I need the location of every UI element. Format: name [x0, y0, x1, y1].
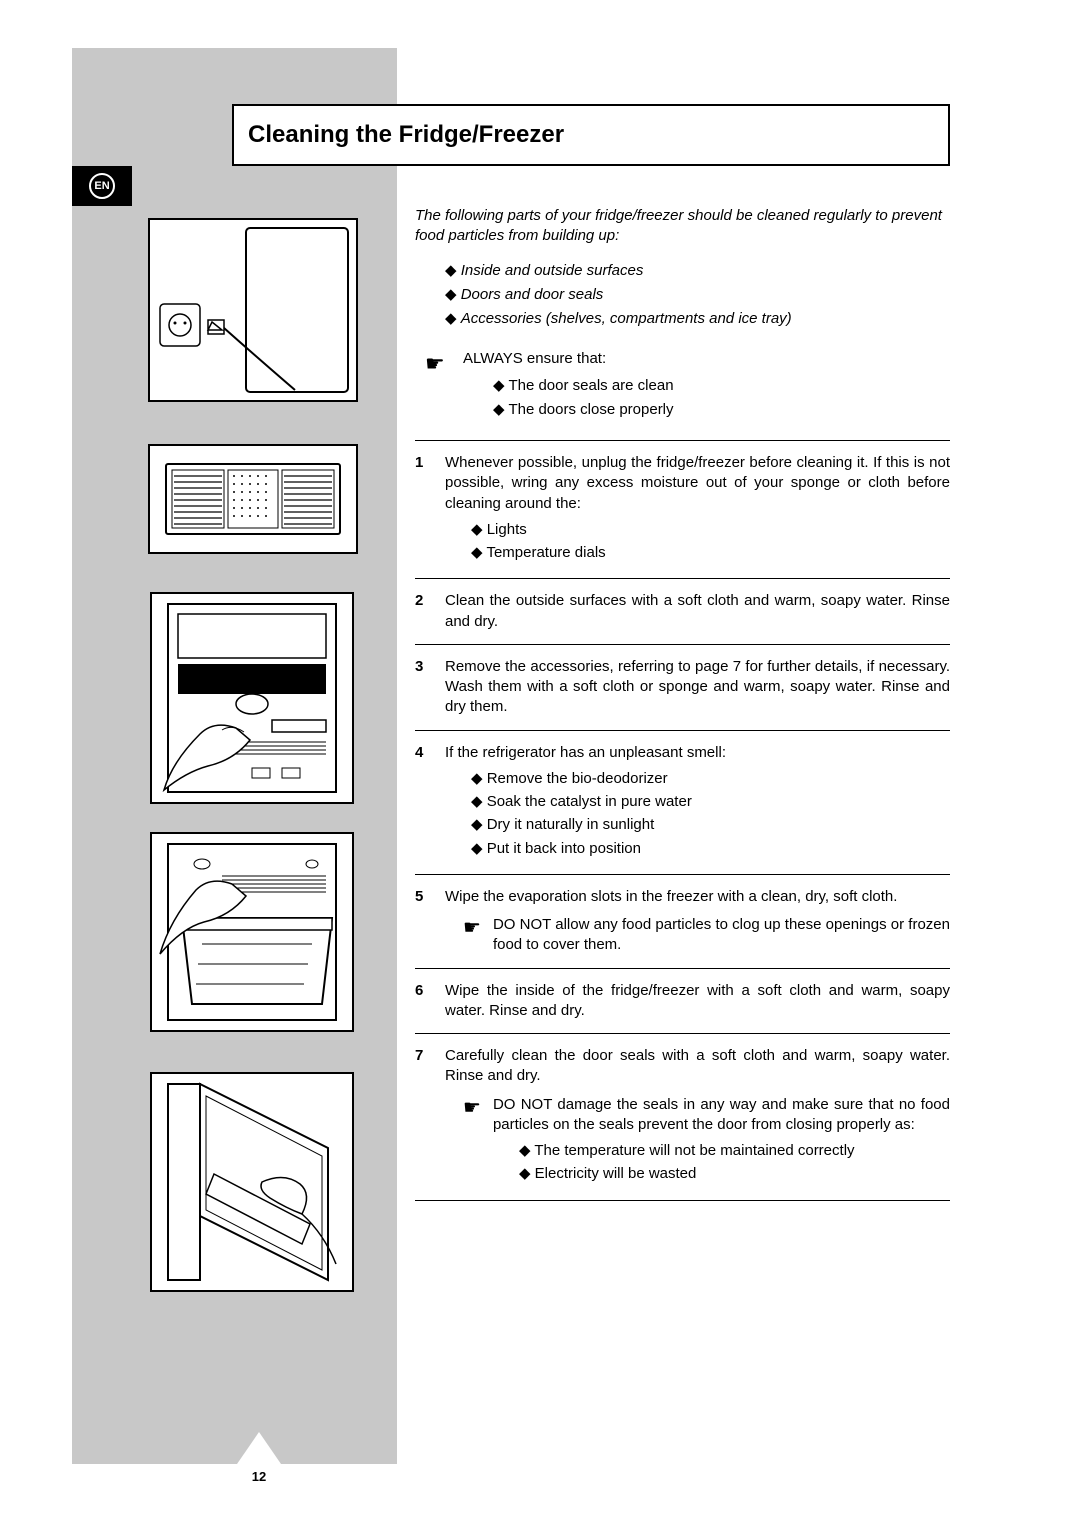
- always-lead: ALWAYS ensure that:: [463, 350, 606, 367]
- page-title-box: Cleaning the Fridge/Freezer: [232, 104, 950, 166]
- intro-text: The following parts of your fridge/freez…: [415, 206, 950, 247]
- step-5: 5 Wipe the evaporation slots in the free…: [415, 874, 950, 968]
- step-number: 6: [415, 981, 445, 1022]
- step-1: 1 Whenever possible, unplug the fridge/f…: [415, 440, 950, 578]
- step-number: 4: [415, 743, 445, 862]
- step-3: 3 Remove the accessories, referring to p…: [415, 644, 950, 730]
- step-text: If the refrigerator has an unpleasant sm…: [445, 744, 726, 761]
- intro-item: Accessories (shelves, compartments and i…: [445, 309, 950, 329]
- step-number: 2: [415, 591, 445, 632]
- step-text: Wipe the inside of the fridge/freezer wi…: [445, 982, 950, 1019]
- pointing-hand-icon: ☛: [463, 915, 481, 956]
- step-text: Carefully clean the door seals with a so…: [445, 1047, 950, 1084]
- always-note: ☛ ALWAYS ensure that: The door seals are…: [463, 349, 950, 420]
- language-badge: EN: [72, 166, 132, 206]
- language-code: EN: [89, 173, 115, 199]
- always-item: The door seals are clean: [493, 376, 950, 396]
- step-6: 6 Wipe the inside of the fridge/freezer …: [415, 968, 950, 1034]
- intro-item: Doors and door seals: [445, 285, 950, 305]
- steps-list: 1 Whenever possible, unplug the fridge/f…: [415, 440, 950, 1201]
- step-note-subitem: Electricity will be wasted: [519, 1164, 950, 1184]
- content-column: The following parts of your fridge/freez…: [415, 206, 950, 1201]
- step-subitem: Soak the catalyst in pure water: [471, 792, 950, 812]
- step-subitem: Dry it naturally in sunlight: [471, 815, 950, 835]
- step-number: 3: [415, 657, 445, 718]
- step-subitem: Put it back into position: [471, 839, 950, 859]
- wipe-freezer-illustration: [150, 832, 354, 1032]
- unplug-illustration: [148, 218, 358, 402]
- step-number: 1: [415, 453, 445, 566]
- step-4: 4 If the refrigerator has an unpleasant …: [415, 730, 950, 874]
- step-note-text: DO NOT allow any food particles to clog …: [493, 915, 950, 956]
- step-subitem: Remove the bio-deodorizer: [471, 769, 950, 789]
- step-note-subitem: The temperature will not be maintained c…: [519, 1141, 950, 1161]
- step-number: 7: [415, 1046, 445, 1188]
- page-number: 12: [232, 1469, 286, 1484]
- pointing-hand-icon: ☛: [425, 349, 445, 379]
- wipe-inside-illustration: [150, 592, 354, 804]
- step-text: Wipe the evaporation slots in the freeze…: [445, 888, 897, 905]
- step-note-text: DO NOT damage the seals in any way and m…: [493, 1096, 950, 1133]
- page-title: Cleaning the Fridge/Freezer: [248, 121, 564, 149]
- step-number: 5: [415, 887, 445, 956]
- step-text: Clean the outside surfaces with a soft c…: [445, 592, 950, 629]
- pointing-hand-icon: ☛: [463, 1095, 481, 1188]
- ice-tray-illustration: [148, 444, 358, 554]
- step-text: Whenever possible, unplug the fridge/fre…: [445, 454, 950, 512]
- intro-list: Inside and outside surfaces Doors and do…: [415, 261, 950, 330]
- door-seal-illustration: [150, 1072, 354, 1292]
- step-text: Remove the accessories, referring to pag…: [445, 658, 950, 716]
- step-subitem: Lights: [471, 520, 950, 540]
- page-triangle-icon: [237, 1432, 281, 1464]
- step-2: 2 Clean the outside surfaces with a soft…: [415, 578, 950, 644]
- step-7: 7 Carefully clean the door seals with a …: [415, 1033, 950, 1201]
- always-item: The doors close properly: [493, 400, 950, 420]
- intro-item: Inside and outside surfaces: [445, 261, 950, 281]
- step-subitem: Temperature dials: [471, 543, 950, 563]
